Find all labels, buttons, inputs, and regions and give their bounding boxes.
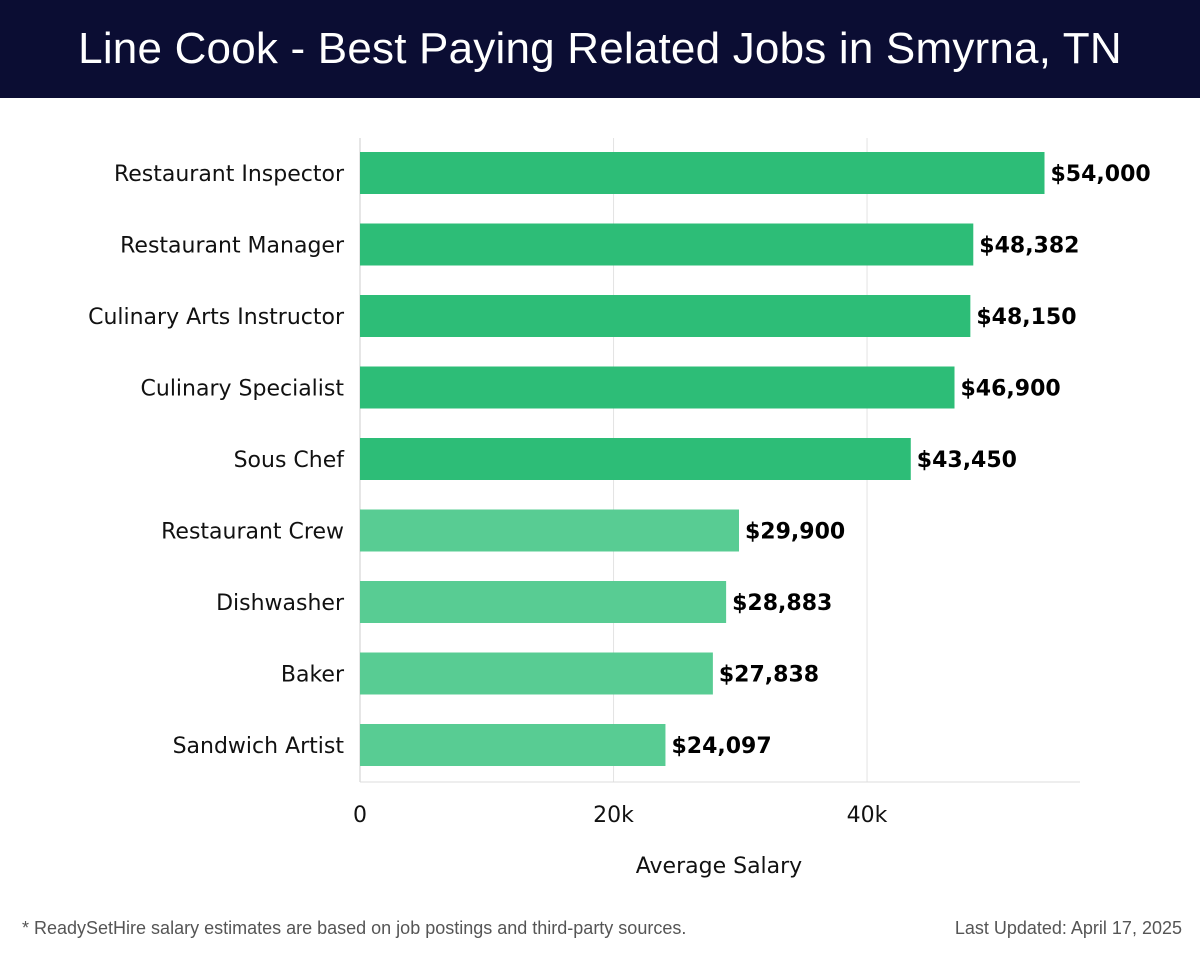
category-label: Sandwich Artist	[173, 734, 345, 759]
x-tick-label: 0	[353, 803, 367, 828]
value-label: $48,150	[976, 305, 1076, 330]
value-label: $54,000	[1051, 162, 1151, 187]
value-label: $48,382	[979, 234, 1079, 259]
value-label: $29,900	[745, 520, 845, 545]
page-title: Line Cook - Best Paying Related Jobs in …	[78, 24, 1122, 73]
bar	[360, 509, 740, 552]
bar	[360, 366, 955, 409]
value-label: $43,450	[917, 448, 1017, 473]
bar	[360, 652, 713, 695]
bar	[360, 581, 727, 623]
x-tick-label: 40k	[847, 803, 888, 828]
chart-header: Line Cook - Best Paying Related Jobs in …	[0, 0, 1200, 98]
x-axis-title: Average Salary	[636, 854, 802, 879]
category-label: Sous Chef	[234, 448, 346, 473]
category-label: Restaurant Inspector	[114, 162, 345, 187]
footer-note: * ReadySetHire salary estimates are base…	[22, 918, 687, 938]
category-label: Culinary Arts Instructor	[88, 305, 345, 330]
value-label: $24,097	[671, 734, 771, 759]
x-tick-label: 20k	[593, 803, 634, 828]
category-label: Culinary Specialist	[141, 377, 345, 402]
last-updated: Last Updated: April 17, 2025	[954, 918, 1182, 938]
bar	[360, 438, 911, 480]
category-label: Baker	[281, 663, 345, 688]
value-label: $28,883	[732, 591, 832, 616]
value-label: $27,838	[719, 663, 819, 688]
category-label: Restaurant Crew	[161, 520, 344, 545]
bar	[360, 724, 666, 766]
bar	[360, 295, 971, 337]
category-label: Dishwasher	[216, 591, 345, 616]
category-label: Restaurant Manager	[120, 234, 345, 259]
bar	[360, 223, 974, 266]
salary-bar-chart: 0 20k 40k Restaurant Inspector $54,000 Restau…	[88, 138, 1151, 879]
bar	[360, 152, 1045, 194]
value-label: $46,900	[961, 377, 1061, 402]
